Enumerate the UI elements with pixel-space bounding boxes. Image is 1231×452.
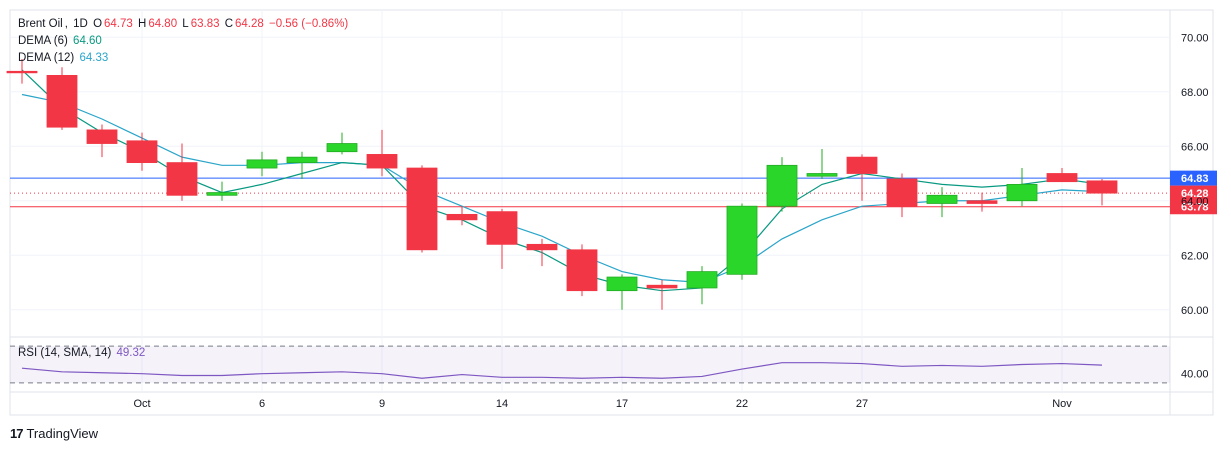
candle-body [926,194,958,204]
x-tick-label: Nov [1052,398,1072,410]
candle-body [566,249,598,292]
symbol-label: Brent Oil [18,18,63,30]
x-tick-label: 6 [259,398,265,410]
rsi-band [10,345,1170,384]
candle-body [206,192,238,196]
dema6-value: 64.60 [73,35,102,47]
candle-body [966,200,998,204]
candle-body [166,162,198,196]
y-tick-label: 70.00 [1181,32,1209,44]
x-tick-label: 9 [379,398,385,410]
dema12-line [21,93,1103,284]
candle-body [726,205,758,275]
candle-body [886,178,918,207]
candle-body [606,276,638,292]
candle-body [766,164,798,207]
candle-body [406,167,438,251]
rsi-tick-label: 40.00 [1181,369,1209,381]
open-value: 64.73 [104,18,133,30]
rsi-name: RSI (14, SMA, 14) [18,347,112,359]
dema12-name: DEMA (12) [18,52,75,64]
dema6-line [21,69,1103,292]
open-key: O [93,18,103,30]
candle-body [526,243,558,251]
rsi-value: 49.32 [116,347,146,359]
candle-body [486,211,518,245]
y-tick-label: 62.00 [1181,250,1209,262]
interval-label: 1D [73,18,88,30]
change-value: −0.56 (−0.86%) [268,18,349,30]
candle-body [1046,173,1078,183]
candle-body [286,156,318,163]
indicator-lines [21,69,1103,379]
price-label: 64.28 [1181,188,1209,200]
candles[interactable] [6,59,1118,310]
ohlc-legend: Brent Oil, 1D O 64.73 H 64.80 L 63.83 C 64.2… [18,18,349,30]
rsi-line [21,362,1103,379]
rsi-legend[interactable]: RSI (14, SMA, 14) 49.32 [18,345,147,362]
candle-body [246,159,278,169]
x-tick-label: 17 [616,398,628,410]
y-tick-label: 66.00 [1181,141,1209,153]
price-label: 63.78 [1181,202,1209,214]
candle-body [46,75,78,128]
candle-body [806,173,838,177]
dema6-name: DEMA (6) [18,35,68,47]
rsi-band-fill [10,346,1170,383]
candle-body [126,140,158,164]
high-key: H [138,18,147,30]
x-tick-label: Oct [133,398,150,410]
x-tick-label: 27 [856,398,868,410]
price-lines: 64.83 64.28 63.78 [10,170,1217,215]
price-label: 64.83 [1181,173,1209,185]
low-key: L [182,18,189,30]
candle-body [686,271,718,289]
price-label-bg [1170,185,1217,201]
candle-body [326,143,358,153]
y-tick-label: 64.00 [1181,196,1209,208]
close-value: 64.28 [235,18,264,30]
candle-body [6,70,38,74]
candle-body [1086,180,1118,194]
candle-body [846,156,878,174]
tradingview-logo-icon: 17 [10,426,24,441]
close-key: C [224,18,233,30]
x-tick-label: 22 [736,398,748,410]
candle-body [86,129,118,144]
low-value: 63.83 [190,18,220,30]
y-tick-label: 68.00 [1181,87,1209,99]
axes: 70.00 68.00 66.00 64.00 62.00 60.00 Oct 6 9 14 17 2… [133,32,1208,410]
y-tick-label: 60.00 [1181,305,1209,317]
price-label-bg [1170,199,1217,215]
price-label-bg [1170,170,1217,186]
x-tick-label: 14 [496,398,508,410]
dema12-value: 64.33 [79,52,109,64]
dema12-legend[interactable]: DEMA (12) 64.33 [18,50,110,67]
candle-body [446,213,478,221]
candle-body [646,284,678,289]
candle-body [1006,183,1038,202]
brand-name: TradingView [26,426,99,441]
tradingview-brand[interactable]: 17 TradingView [10,426,98,441]
high-value: 64.80 [148,18,178,30]
grid [9,9,1214,416]
dema6-legend[interactable]: DEMA (6) 64.60 [18,33,104,50]
candle-body [366,154,398,169]
